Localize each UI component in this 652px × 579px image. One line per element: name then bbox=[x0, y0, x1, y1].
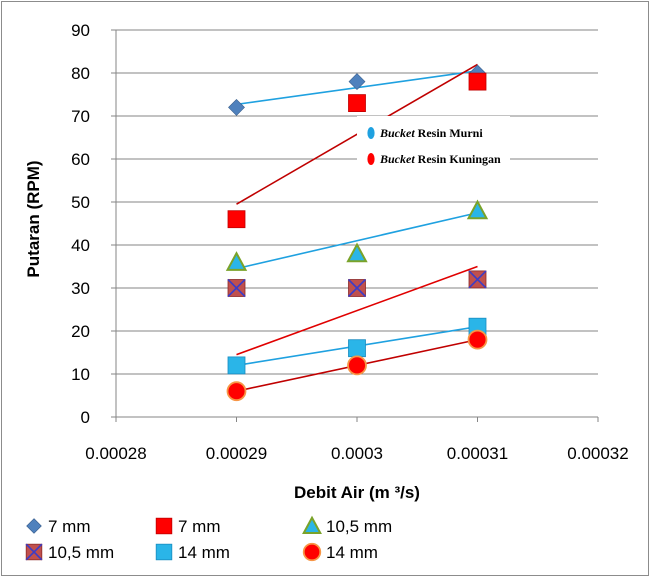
data-point bbox=[227, 210, 246, 229]
data-point bbox=[348, 73, 366, 91]
y-tick-label: 70 bbox=[71, 107, 90, 126]
y-tick-label: 50 bbox=[71, 193, 90, 212]
legend-label: 7 mm bbox=[48, 517, 91, 536]
y-tick-label: 60 bbox=[71, 150, 90, 169]
data-point bbox=[347, 355, 367, 376]
data-point bbox=[346, 242, 368, 263]
inset-legend-box bbox=[357, 116, 510, 172]
data-point bbox=[348, 339, 366, 358]
x-tick-label: 0.00031 bbox=[447, 444, 508, 463]
gridlines bbox=[116, 29, 598, 375]
axes bbox=[111, 29, 599, 422]
legend-marker bbox=[302, 515, 322, 535]
y-tick-label: 40 bbox=[71, 236, 90, 255]
legend: 7 mm 7 mm 10,5 mm 10,5 mm 14 mm 14 mm bbox=[25, 515, 392, 562]
legend-label: 10,5 mm bbox=[326, 517, 392, 536]
legend-marker bbox=[302, 542, 322, 562]
x-tick-label: 0.00032 bbox=[567, 444, 628, 463]
inset-legend-bullet bbox=[367, 153, 375, 165]
y-tick-label: 0 bbox=[81, 408, 90, 427]
data-point bbox=[226, 381, 247, 402]
legend-marker bbox=[26, 518, 42, 534]
inset-legend: Bucket Resin Murni Bucket Resin Kuningan bbox=[357, 116, 510, 172]
inset-legend-label: Bucket Resin Kuningan bbox=[379, 152, 501, 166]
data-point bbox=[468, 270, 487, 289]
y-tick-label: 80 bbox=[71, 64, 90, 83]
y-tick-label: 10 bbox=[71, 365, 90, 384]
y-tick-label: 90 bbox=[71, 21, 90, 40]
legend-label: 10,5 mm bbox=[48, 543, 114, 562]
data-point bbox=[466, 199, 489, 220]
tick-labels: 0 10 20 30 40 50 60 70 80 90 0.00028 0.00029 0.0003 0… bbox=[71, 21, 629, 463]
data-point bbox=[225, 251, 248, 271]
data-point bbox=[228, 98, 245, 116]
data-point bbox=[227, 278, 246, 298]
legend-marker bbox=[25, 543, 43, 561]
legend-label: 14 mm bbox=[178, 543, 230, 562]
trendline bbox=[236, 211, 478, 270]
data-points bbox=[225, 64, 489, 402]
data-point bbox=[348, 94, 366, 112]
data-point bbox=[227, 356, 246, 375]
y-tick-label: 30 bbox=[71, 279, 90, 298]
y-axis-title: Putaran (RPM) bbox=[24, 160, 43, 277]
x-tick-label: 0.00028 bbox=[85, 444, 146, 463]
legend-label: 7 mm bbox=[178, 517, 221, 536]
x-tick-label: 0.0003 bbox=[331, 444, 383, 463]
inset-legend-label: Bucket Resin Murni bbox=[379, 126, 483, 140]
x-axis-title: Debit Air (m ³/s) bbox=[294, 483, 420, 502]
legend-label: 14 mm bbox=[326, 543, 378, 562]
x-tick-label: 0.00029 bbox=[206, 444, 267, 463]
legend-marker bbox=[155, 543, 173, 561]
data-point bbox=[468, 72, 487, 91]
legend-marker bbox=[155, 517, 173, 535]
data-point bbox=[467, 329, 488, 350]
trendline bbox=[236, 265, 478, 356]
y-tick-label: 20 bbox=[71, 322, 90, 341]
inset-legend-bullet bbox=[367, 127, 375, 139]
data-point bbox=[347, 278, 367, 298]
